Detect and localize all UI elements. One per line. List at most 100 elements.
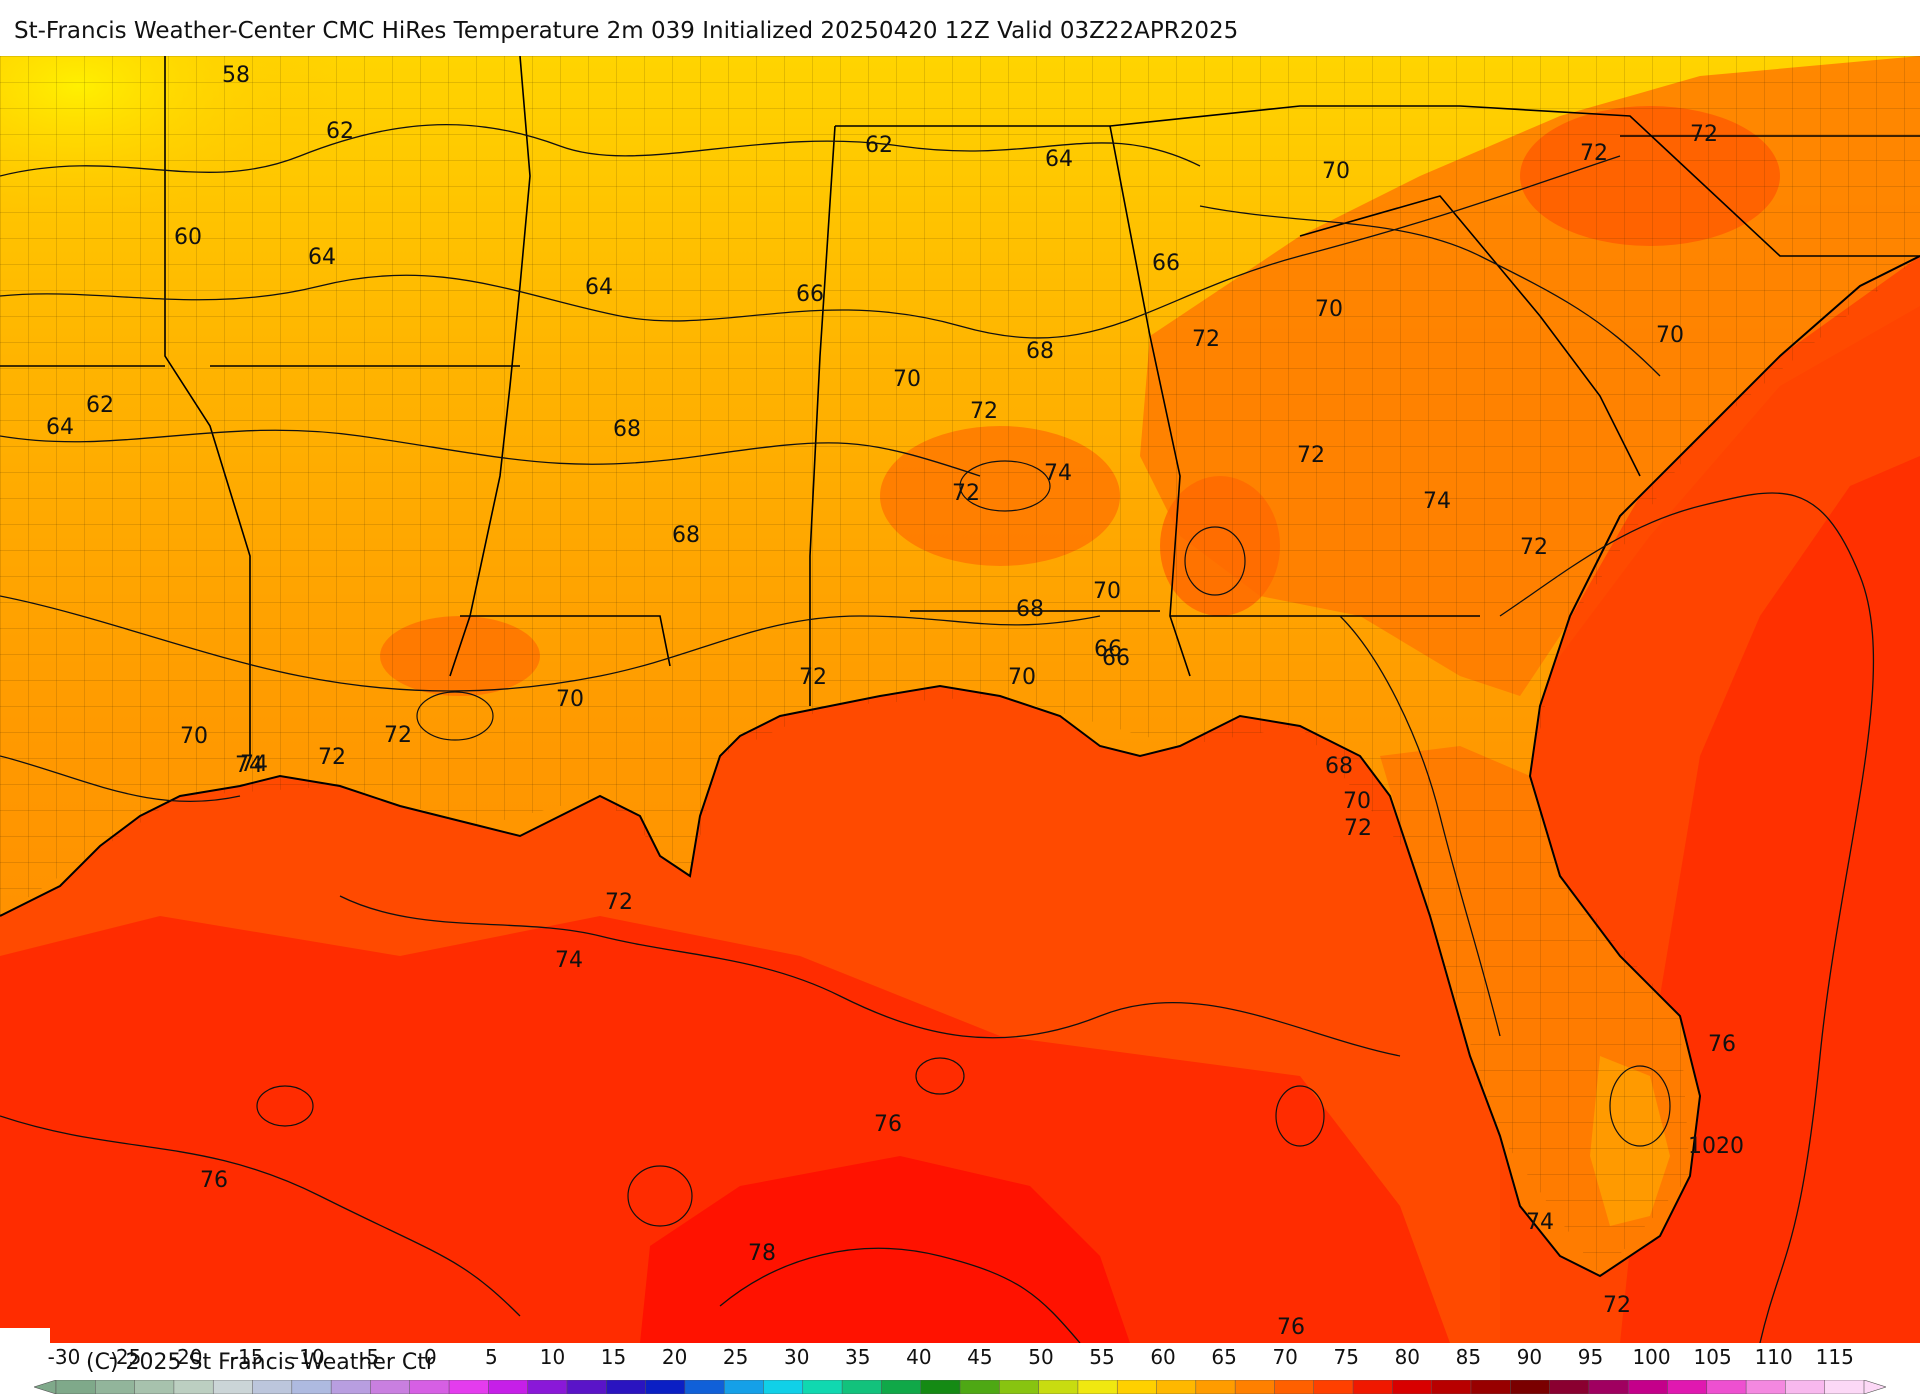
contour-label: 70 bbox=[1008, 665, 1036, 690]
colorbar-tick-label: 70 bbox=[1272, 1345, 1298, 1369]
contour-label: 74 bbox=[240, 752, 268, 777]
contour-label: 66 bbox=[1152, 251, 1180, 276]
coastline bbox=[0, 255, 1920, 1278]
contour-label: 70 bbox=[556, 687, 584, 712]
colorbar-segment bbox=[370, 1380, 411, 1394]
colorbar-tick-label: 25 bbox=[722, 1345, 749, 1369]
colorbar-tick-label: 30 bbox=[783, 1345, 810, 1369]
contour-label: 72 bbox=[799, 665, 827, 690]
colorbar-segment bbox=[763, 1380, 804, 1394]
colorbar-segment bbox=[55, 1380, 97, 1394]
colorbar-segment bbox=[212, 1380, 254, 1394]
contour-label: 64 bbox=[308, 245, 336, 270]
contour-label: 68 bbox=[672, 523, 700, 548]
colorbar-tick-label: 10 bbox=[539, 1345, 566, 1369]
contour-label: 72 bbox=[1297, 443, 1325, 468]
colorbar-tick-label: 0 bbox=[423, 1345, 437, 1369]
contour-label: 62 bbox=[86, 393, 114, 418]
contour-label: 68 bbox=[613, 417, 641, 442]
colorbar-segment bbox=[1785, 1380, 1826, 1394]
contour-label: 72 bbox=[1603, 1293, 1631, 1318]
contour-label: 66 bbox=[1094, 637, 1122, 662]
colorbar-tick-label: 75 bbox=[1333, 1345, 1359, 1369]
colorbar-tick-label: -5 bbox=[359, 1345, 380, 1369]
colorbar-tick-label: 110 bbox=[1754, 1345, 1793, 1369]
contour-label: 70 bbox=[1656, 323, 1684, 348]
contour-label: 78 bbox=[748, 1241, 776, 1266]
contour-label: 76 bbox=[1708, 1032, 1736, 1057]
contour-label: 72 bbox=[1690, 122, 1718, 147]
contour-label: 64 bbox=[46, 415, 74, 440]
contour-label: 74 bbox=[555, 948, 583, 973]
colorbar-arrow-right bbox=[1863, 1380, 1886, 1394]
colorbar-tick-label: -15 bbox=[230, 1345, 264, 1369]
gulf-warm-core bbox=[0, 916, 1450, 1343]
colorbar-tick-label: -30 bbox=[47, 1345, 81, 1369]
colorbar-segment bbox=[723, 1380, 765, 1394]
contour-label: 72 bbox=[952, 481, 980, 506]
contour-label: 62 bbox=[865, 133, 893, 158]
colorbar-segment bbox=[841, 1380, 883, 1394]
gulf-hot-core bbox=[640, 1156, 1130, 1343]
colorbar-tick-label: -20 bbox=[169, 1345, 203, 1369]
state-borders bbox=[0, 56, 1920, 756]
contour-label: 68 bbox=[1325, 754, 1353, 779]
contour-label: 74 bbox=[235, 753, 263, 778]
colorbar-segment bbox=[252, 1380, 293, 1394]
contour-label: 58 bbox=[222, 63, 250, 88]
colorbar-segment bbox=[684, 1380, 725, 1394]
colorbar-segment bbox=[920, 1380, 961, 1394]
colorbar-segment bbox=[1667, 1380, 1708, 1394]
colorbar-segment bbox=[1077, 1380, 1118, 1394]
colorbar-segment bbox=[1195, 1380, 1236, 1394]
colorbar-tick-label: 35 bbox=[845, 1345, 871, 1369]
colorbar-segment bbox=[134, 1380, 175, 1394]
contour-label: 76 bbox=[874, 1112, 902, 1137]
colorbar-segment bbox=[488, 1380, 529, 1394]
contour-label: 70 bbox=[1343, 789, 1371, 814]
colorbar-segment bbox=[802, 1380, 843, 1394]
contour-label: 76 bbox=[200, 1168, 228, 1193]
colorbar-segment bbox=[881, 1380, 922, 1394]
colorbar-tick-label: 105 bbox=[1693, 1345, 1732, 1369]
colorbar-segment bbox=[1313, 1380, 1354, 1394]
contour-label: 74 bbox=[1526, 1210, 1554, 1235]
copyright-text: (C) 2025 St Francis Weather Ctr bbox=[86, 1350, 435, 1375]
colorbar-segment bbox=[1352, 1380, 1394, 1394]
colorbar-tick-label: 95 bbox=[1577, 1345, 1604, 1369]
colorbar-segment bbox=[1470, 1380, 1512, 1394]
contour-label: 66 bbox=[1102, 646, 1130, 671]
closed-contours bbox=[256, 460, 1671, 1227]
corner-mask bbox=[0, 1328, 50, 1343]
contour-label: 72 bbox=[318, 745, 346, 770]
colorbar-segment bbox=[291, 1380, 332, 1394]
colorbar-segment bbox=[645, 1380, 686, 1394]
colorbar-tick-label: 50 bbox=[1028, 1345, 1054, 1369]
colorbar-segment bbox=[1824, 1380, 1865, 1394]
colorbar-segment bbox=[173, 1380, 214, 1394]
colorbar-tick-label: 40 bbox=[906, 1345, 932, 1369]
temperature-colorbar bbox=[34, 1380, 1886, 1394]
colorbar-segment bbox=[95, 1380, 136, 1394]
colorbar-tick-label: 60 bbox=[1150, 1345, 1176, 1369]
contour-label: 72 bbox=[1520, 535, 1548, 560]
contour-label: 60 bbox=[174, 225, 202, 250]
colorbar-segment bbox=[409, 1380, 450, 1394]
colorbar-tick-label: 15 bbox=[600, 1345, 627, 1369]
colorbar-tick-label: -10 bbox=[291, 1345, 325, 1369]
contour-label: 72 bbox=[605, 890, 633, 915]
colorbar-tick-label: 65 bbox=[1211, 1345, 1237, 1369]
colorbar-tick-label: 100 bbox=[1632, 1345, 1671, 1369]
colorbar-segment bbox=[1706, 1380, 1747, 1394]
colorbar-tick-label: -25 bbox=[108, 1345, 142, 1369]
contour-label: 72 bbox=[970, 399, 998, 424]
colorbar-segment bbox=[330, 1380, 372, 1394]
contour-label: 62 bbox=[326, 119, 354, 144]
contour-label: 74 bbox=[1044, 461, 1072, 486]
colorbar-tick-label: 20 bbox=[661, 1345, 688, 1369]
colorbar-segment bbox=[1745, 1380, 1787, 1394]
colorbar-segment bbox=[1392, 1380, 1433, 1394]
contour-label-group: 58 62 60 64 64 62 64 62 64 66 66 66 68 6… bbox=[46, 63, 1744, 1340]
colorbar-tick-label: 115 bbox=[1815, 1345, 1854, 1369]
contour-label: 70 bbox=[1322, 159, 1350, 184]
